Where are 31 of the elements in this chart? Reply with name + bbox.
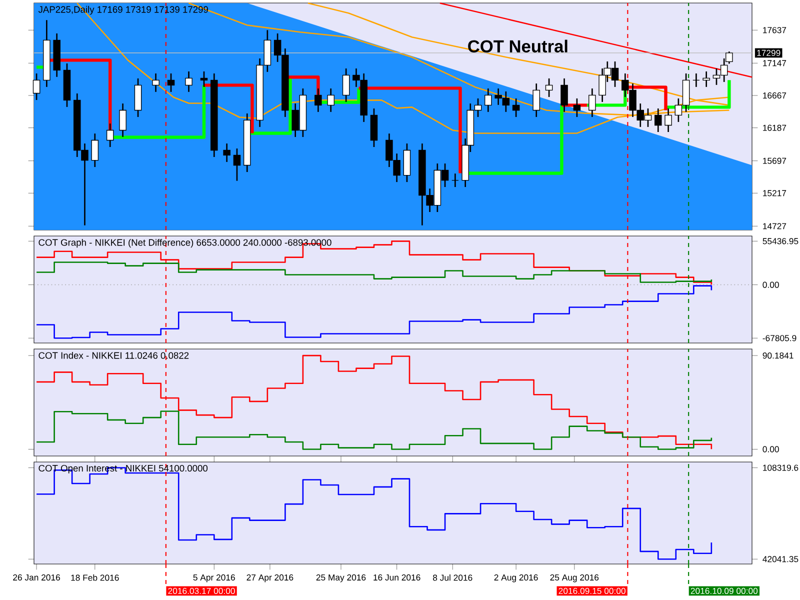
y-tick-label: 90.1841 [762,352,794,359]
y-tick-label: 55436.95 [762,238,798,244]
x-tick-label: 25 May 2016 [316,574,366,582]
x-tick-label: 26 Jan 2016 [13,574,60,581]
ref-line-label: 2016.10.09 00:00 [690,588,758,594]
ref-line-label: 17299 [757,50,780,56]
annotation: COT Neutral [468,40,568,52]
y-tick-label: 16187 [763,124,786,131]
chart-title: COT Graph - NIKKEI (Net Difference) 6653.0000 240.0000 -6893.0000 [38,238,332,248]
y-tick-label: 17147 [763,60,786,66]
y-tick-label: 0.00 [762,446,779,452]
x-tick-label: 16 Jun 2016 [374,574,420,581]
x-tick-label: 18 Feb 2016 [71,574,119,581]
y-tick-label: -67805.9 [762,335,796,342]
ref-line-label: 2016.09.15 00:00 [558,588,626,594]
x-tick-label: 27 Apr 2016 [246,574,294,582]
y-tick-label: 16667 [763,92,786,99]
y-tick-label: 0.00 [762,282,779,288]
chart-title: COT Open Interest - NIKKEI 54100.0000 [38,464,208,474]
x-tick-label: 5 Apr 2016 [193,574,235,582]
x-tick-label: 25 Aug 2016 [550,574,599,582]
y-tick-label: 15217 [763,190,786,196]
ref-line-label: 2016.03.17 00:00 [168,588,235,594]
y-tick-label: 17637 [763,27,786,34]
x-tick-label: 2 Aug 2016 [494,574,538,582]
y-tick-label: 15697 [763,158,786,164]
y-tick-label: 108319.6 [763,464,798,471]
x-tick-label: 8 Jul 2016 [433,574,472,581]
y-tick-label: 42041.35 [762,556,798,562]
chart-title: COT Index - NIKKEI 11.0246 0.0822 [38,352,189,359]
y-tick-label: 14727 [763,223,786,230]
